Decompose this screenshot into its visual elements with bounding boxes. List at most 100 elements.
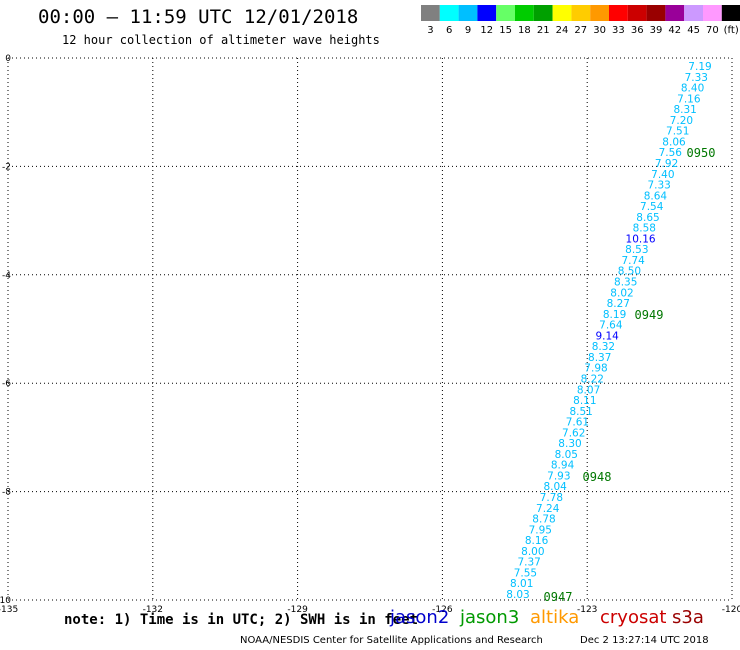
wave-height-value: 8.37 [588, 352, 611, 364]
color-swatch [439, 5, 459, 21]
longitude-tick-label: -132 [143, 605, 163, 615]
track-time-labels: 0950 0949 0948 0947 [544, 146, 716, 604]
wave-height-value: 7.40 [651, 169, 674, 181]
wave-height-value: 8.03 [506, 589, 529, 601]
footer-date: Dec 2 13:27:14 UTC 2018 [580, 635, 709, 646]
wave-height-value: 8.78 [532, 514, 555, 526]
wave-height-value: 7.55 [514, 567, 537, 579]
map-subtitle: 12 hour collection of altimeter wave hei… [62, 33, 380, 47]
latitude-ticks: 0 -2 -4 -6 -8 -10 [0, 54, 11, 606]
color-swatch [515, 5, 534, 21]
color-scale-label: 45 [687, 25, 700, 36]
wave-height-value: 7.54 [640, 201, 664, 213]
color-scale-label: 24 [556, 25, 569, 36]
wave-height-value: 7.64 [599, 320, 623, 332]
color-swatch [646, 5, 666, 21]
color-swatch [496, 5, 515, 21]
latitude-tick-label: -2 [2, 162, 11, 172]
wave-height-value: 7.33 [647, 180, 670, 192]
wave-height-value: 7.19 [688, 61, 711, 73]
color-swatch [477, 5, 497, 21]
wave-height-value: 8.50 [618, 266, 641, 278]
wave-height-value: 7.33 [685, 72, 708, 84]
satellite-jason3: jason3 [460, 607, 520, 628]
track-time-label: 0948 [583, 470, 612, 484]
wave-height-value: 8.06 [662, 136, 686, 148]
wave-height-value: 8.35 [614, 277, 637, 289]
wave-height-value: 7.78 [540, 492, 563, 504]
latitude-tick-label: 0 [5, 54, 11, 64]
color-swatch [627, 5, 647, 21]
wave-height-value: 8.30 [558, 438, 581, 450]
color-swatch [609, 5, 628, 21]
wave-height-value: 7.98 [584, 363, 607, 375]
satellite-track: 7.197.338.407.168.317.207.518.067.567.92… [506, 61, 711, 601]
wave-height-value: 7.62 [562, 427, 585, 439]
wave-height-value: 7.37 [517, 557, 540, 569]
color-scale-label: 33 [612, 25, 625, 36]
wave-height-value: 8.05 [555, 449, 578, 461]
wave-height-value: 8.02 [610, 287, 633, 299]
color-scale-label: 9 [465, 25, 471, 36]
color-scale-label: 6 [446, 25, 452, 36]
wave-height-value: 8.22 [581, 373, 604, 385]
color-scale-label: 21 [537, 25, 550, 36]
color-scale-label: 12 [480, 25, 493, 36]
wave-height-value: 7.92 [655, 158, 678, 170]
color-swatch [684, 5, 703, 21]
color-scale-legend: 3 6 9 12 15 18 21 24 27 30 33 36 39 42 45 70 (ft) [421, 5, 740, 37]
color-swatch [458, 5, 478, 21]
wave-height-value: 7.74 [621, 255, 645, 267]
color-scale-label: 36 [631, 25, 644, 36]
wave-height-value: 8.27 [607, 298, 630, 310]
satellite-jason2: jason2 [390, 607, 450, 628]
wave-height-value: 9.14 [595, 330, 619, 342]
wave-height-value: 7.51 [666, 126, 689, 138]
track-time-label: 0950 [687, 146, 716, 160]
wave-height-value: 8.32 [592, 341, 615, 353]
longitude-ticks: -135 -132 -129 -126 -123 -120 [0, 605, 740, 615]
color-swatch [571, 5, 591, 21]
color-scale-bar: 3 6 9 12 15 18 21 24 27 30 33 36 39 42 45 70 (ft) [421, 5, 740, 36]
color-scale-label: 30 [593, 25, 606, 36]
wave-height-value: 8.94 [551, 460, 575, 472]
track-time-label: 0947 [544, 590, 573, 604]
color-scale-label: 3 [427, 25, 433, 36]
wave-height-value: 10.16 [626, 233, 656, 245]
wave-height-value: 7.61 [566, 417, 589, 429]
color-swatch [665, 5, 685, 21]
longitude-tick-label: -129 [287, 605, 308, 615]
longitude-tick-label: -123 [577, 605, 597, 615]
wave-height-value: 8.07 [577, 384, 600, 396]
wave-height-value: 8.51 [569, 406, 592, 418]
longitude-tick-label: -135 [0, 605, 18, 615]
latitude-tick-label: -8 [2, 488, 11, 498]
color-scale-label: 18 [518, 25, 531, 36]
wave-height-value: 7.93 [547, 470, 570, 482]
track-time-label: 0949 [635, 308, 664, 322]
wave-height-value: 8.01 [510, 578, 533, 590]
color-swatch [421, 5, 440, 21]
color-scale-label: 70 [706, 25, 719, 36]
color-scale-label: (ft) [724, 25, 739, 36]
color-scale-label: 39 [650, 25, 663, 36]
wave-height-value: 8.53 [625, 244, 648, 256]
wave-height-value: 7.95 [529, 524, 552, 536]
map-grid [7, 57, 733, 601]
color-swatch [703, 5, 722, 21]
wave-height-value: 8.58 [633, 223, 656, 235]
latitude-tick-label: -10 [0, 596, 11, 606]
wave-height-value: 8.19 [603, 309, 626, 321]
color-swatch [721, 5, 740, 21]
wave-height-value: 8.16 [525, 535, 549, 547]
footer-note: note: 1) Time is in UTC; 2) SWH is in fe… [64, 612, 419, 628]
wave-height-value: 7.56 [659, 147, 683, 159]
color-swatch [552, 5, 572, 21]
wave-height-value: 8.64 [644, 190, 668, 202]
wave-height-value: 8.40 [681, 83, 704, 95]
longitude-tick-label: -126 [432, 605, 453, 615]
latitude-tick-label: -6 [2, 379, 11, 389]
footer-credit: NOAA/NESDIS Center for Satellite Applica… [240, 635, 543, 646]
wave-height-value: 8.31 [673, 104, 696, 116]
color-swatch [533, 5, 553, 21]
